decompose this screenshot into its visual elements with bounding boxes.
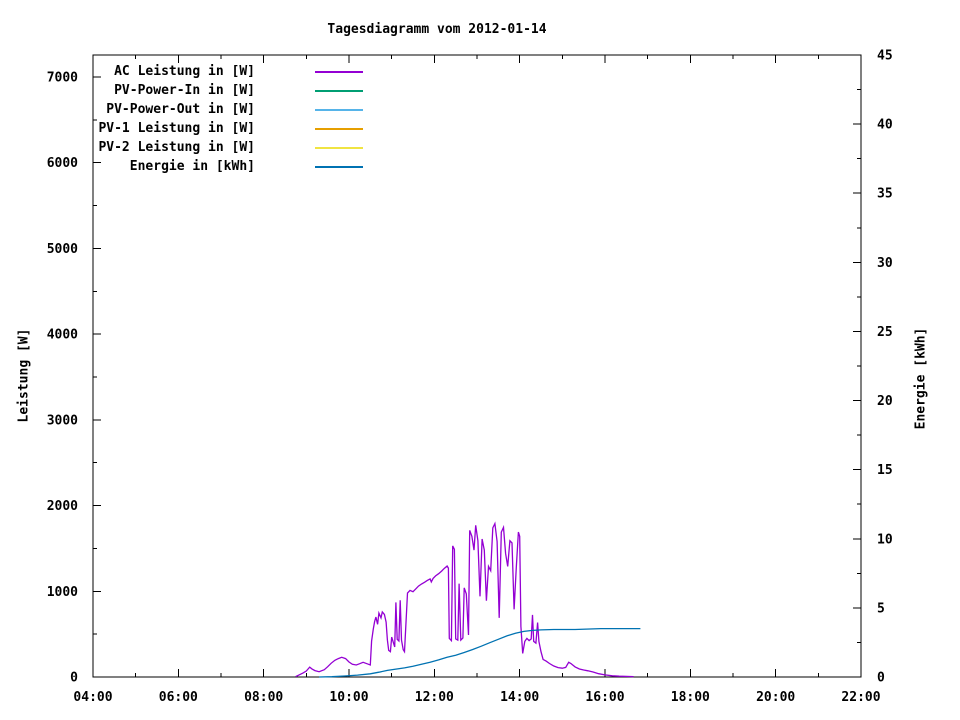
- legend-line-sample: [315, 70, 363, 73]
- y2-tick-label: 15: [877, 463, 893, 478]
- legend-label: PV-1 Leistung in [W]: [98, 121, 255, 136]
- y2-tick-label: 25: [877, 325, 893, 340]
- y1-tick-label: 0: [70, 671, 78, 686]
- y1-tick-label: 7000: [47, 71, 78, 86]
- x-tick-label: 12:00: [415, 690, 454, 705]
- legend-line-sample: [315, 127, 363, 130]
- x-tick-label: 08:00: [244, 690, 283, 705]
- legend: AC Leistung in [W] PV-Power-In in [W] PV-P…: [93, 62, 363, 176]
- y2-tick-label: 35: [877, 187, 893, 202]
- x-tick-label: 20:00: [756, 690, 795, 705]
- y1-tick-label: 6000: [47, 156, 78, 171]
- y2-tick-label: 40: [877, 118, 893, 133]
- legend-label: AC Leistung in [W]: [114, 64, 255, 79]
- x-tick-label: 22:00: [841, 690, 880, 705]
- y2-tick-label: 0: [877, 671, 885, 686]
- y2-tick-label: 5: [877, 601, 885, 616]
- x-tick-label: 10:00: [329, 690, 368, 705]
- x-tick-label: 06:00: [159, 690, 198, 705]
- x-tick-label: 04:00: [73, 690, 112, 705]
- y2-tick-label: 30: [877, 256, 893, 271]
- y2-tick-label: 10: [877, 532, 893, 547]
- legend-label: Energie in [kWh]: [129, 159, 255, 174]
- legend-label: PV-Power-In in [W]: [114, 83, 255, 98]
- legend-line-sample: [315, 165, 363, 168]
- legend-row: PV-1 Leistung in [W]: [93, 119, 363, 138]
- chart-title: Tagesdiagramm vom 2012-01-14: [327, 22, 547, 37]
- x-tick-label: 14:00: [500, 690, 539, 705]
- legend-row: Energie in [kWh]: [93, 157, 363, 176]
- legend-line-sample: [315, 108, 363, 111]
- x-tick-label: 16:00: [585, 690, 624, 705]
- series-line: [295, 521, 634, 678]
- y1-tick-label: 3000: [47, 413, 78, 428]
- legend-row: PV-2 Leistung in [W]: [93, 138, 363, 157]
- legend-row: AC Leistung in [W]: [93, 62, 363, 81]
- legend-label: PV-2 Leistung in [W]: [98, 140, 255, 155]
- legend-line-sample: [315, 146, 363, 149]
- x-tick-label: 18:00: [671, 690, 710, 705]
- legend-row: PV-Power-In in [W]: [93, 81, 363, 100]
- series-line: [319, 627, 641, 678]
- y1-tick-label: 4000: [47, 328, 78, 343]
- y1-tick-label: 5000: [47, 242, 78, 257]
- y1-tick-label: 2000: [47, 499, 78, 514]
- y2-tick-label: 45: [877, 49, 893, 64]
- y2-tick-label: 20: [877, 394, 893, 409]
- legend-row: PV-Power-Out in [W]: [93, 100, 363, 119]
- y1-tick-label: 1000: [47, 585, 78, 600]
- legend-line-sample: [315, 89, 363, 92]
- legend-label: PV-Power-Out in [W]: [106, 102, 255, 117]
